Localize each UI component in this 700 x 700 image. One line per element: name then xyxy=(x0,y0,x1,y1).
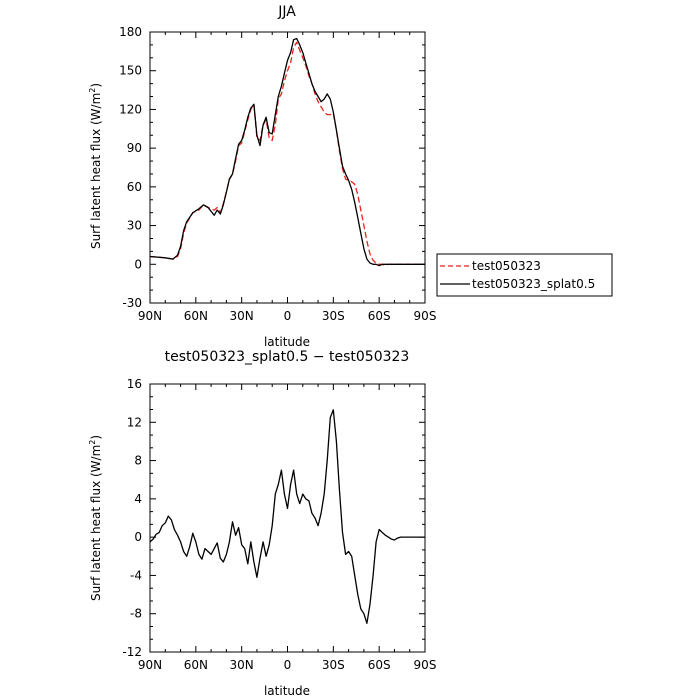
x-tick-label: 90S xyxy=(414,658,437,672)
x-tick-label: 90S xyxy=(414,309,437,323)
x-axis-label: latitude xyxy=(264,684,310,698)
legend-label-test050323-splat0.5: test050323_splat0.5 xyxy=(472,277,595,291)
x-tick-label: 60N xyxy=(184,309,208,323)
legend: test050323 test050323_splat0.5 xyxy=(436,253,613,297)
y-tick-label: 4 xyxy=(134,492,142,506)
y-axis-label: Surf latent heat flux (W/m2) xyxy=(88,435,103,601)
y-tick-label: 8 xyxy=(134,454,142,468)
y-tick-label: 30 xyxy=(127,219,142,233)
plot-frame xyxy=(149,383,426,653)
y-tick-label: 150 xyxy=(119,64,142,78)
x-tick-label: 30S xyxy=(322,658,345,672)
series-line-test050323-splat0-5 xyxy=(149,37,425,267)
x-tick-label: 30S xyxy=(322,309,345,323)
y-tick-label: 90 xyxy=(127,141,142,155)
series-line xyxy=(149,409,425,624)
axes: 90N 60N 30N 0 30S 60S 90S -12 -8 -4 0 4 8 12 16 xyxy=(122,377,436,672)
y-axis-label: Surf latent heat flux (W/m2) xyxy=(88,83,103,249)
x-tick-label: 0 xyxy=(284,658,292,672)
panel-bottom-difference: test050323_splat0.5 − test050323 90N 60N 3… xyxy=(88,349,436,698)
series-line-test050323 xyxy=(149,41,425,267)
x-tick-label: 90N xyxy=(138,309,162,323)
svg-text:Surf latent heat flux (W/m2): Surf latent heat flux (W/m2) xyxy=(88,83,103,249)
y-tick-label: 180 xyxy=(119,25,142,39)
y-tick-label: -8 xyxy=(130,607,142,621)
panel-top-latent-heat-flux: JJA 90N 60N 30N 0 30S 60S 90S -30 0 30 60 90 120 150 1… xyxy=(88,4,436,349)
svg-text:Surf latent heat flux (W/m2): Surf latent heat flux (W/m2) xyxy=(88,435,103,601)
x-axis-label: latitude xyxy=(264,335,310,349)
x-tick-label: 90N xyxy=(138,658,162,672)
x-tick-label: 0 xyxy=(284,309,292,323)
axes: 90N 60N 30N 0 30S 60S 90S -30 0 30 60 90 120 150 180 xyxy=(119,25,436,323)
x-tick-label: 30N xyxy=(230,309,254,323)
series-group xyxy=(149,37,425,267)
y-tick-label: 60 xyxy=(127,180,142,194)
y-tick-label: -30 xyxy=(122,296,142,310)
chart-title: test050323_splat0.5 − test050323 xyxy=(165,349,410,365)
y-tick-label: -4 xyxy=(130,568,142,582)
y-tick-label: 120 xyxy=(119,102,142,116)
x-tick-label: 60S xyxy=(368,309,391,323)
y-tick-label: 16 xyxy=(127,377,142,391)
y-tick-label: 0 xyxy=(134,257,142,271)
series-group xyxy=(149,409,425,624)
y-tick-label: 12 xyxy=(127,415,142,429)
plot-frame xyxy=(149,31,426,304)
y-tick-label: -12 xyxy=(122,645,142,659)
x-tick-label: 60S xyxy=(368,658,391,672)
legend-label-test050323: test050323 xyxy=(472,259,541,273)
chart-title: JJA xyxy=(277,4,296,20)
x-tick-label: 30N xyxy=(230,658,254,672)
y-tick-label: 0 xyxy=(134,530,142,544)
x-tick-label: 60N xyxy=(184,658,208,672)
